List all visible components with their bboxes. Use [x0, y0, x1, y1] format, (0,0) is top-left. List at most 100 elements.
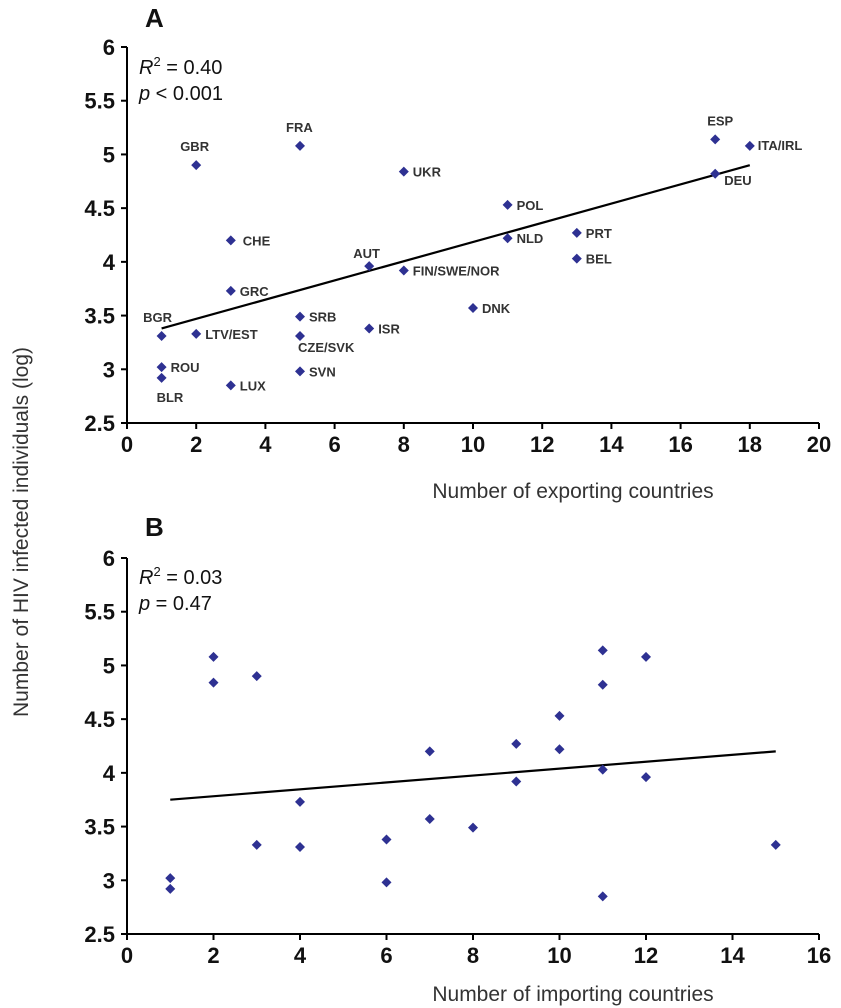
point-label-dnk: DNK	[482, 301, 511, 316]
data-point	[165, 873, 176, 884]
point-label-svn: SVN	[309, 364, 336, 379]
data-point	[511, 776, 522, 787]
data-point	[641, 772, 651, 783]
data-point	[571, 227, 582, 238]
x-tick-label: 12	[530, 432, 554, 457]
data-point	[597, 764, 608, 775]
data-point	[597, 679, 608, 690]
x-tick-label: 12	[634, 943, 658, 968]
x-tick-label: 16	[807, 943, 831, 968]
data-point	[597, 891, 608, 902]
data-point	[295, 841, 305, 852]
data-point	[165, 883, 176, 894]
point-label-lux: LUX	[240, 378, 266, 393]
data-point	[554, 744, 565, 755]
data-point	[744, 140, 755, 151]
point-label-rou: ROU	[171, 360, 200, 375]
r-squared-stat: R2 = 0.03	[139, 564, 222, 589]
data-point	[571, 253, 582, 264]
data-point	[295, 311, 305, 322]
x-tick-label: 2	[207, 943, 219, 968]
x-tick-label: 0	[121, 432, 133, 457]
point-label-che: CHE	[243, 233, 271, 248]
x-tick-label: 10	[547, 943, 571, 968]
point-label-ita-irl: ITA/IRL	[758, 138, 803, 153]
data-point	[770, 839, 781, 850]
regression-line	[161, 164, 751, 330]
x-tick-label: 10	[461, 432, 485, 457]
point-label-isr: ISR	[378, 321, 400, 336]
regression-line	[170, 750, 776, 801]
panel-a-chart: A 2.5 3 3.5 4 4.5 5 5.5 6 0 2 4 6 8 10 12 14 16 18 20 Number…	[84, 3, 831, 503]
data-point	[225, 285, 236, 296]
data-point	[468, 303, 478, 314]
x-tick-label: 8	[467, 943, 479, 968]
y-tick-label: 6	[103, 546, 115, 571]
point-label-nld: NLD	[517, 231, 544, 246]
x-axis-title: Number of exporting countries	[432, 480, 713, 503]
y-tick-label: 4	[103, 761, 116, 786]
data-point	[398, 166, 409, 177]
point-label-esp: ESP	[707, 113, 733, 128]
data-point	[208, 651, 219, 662]
data-point	[295, 140, 305, 151]
x-tick-label: 14	[599, 432, 624, 457]
x-tick-label: 0	[121, 943, 133, 968]
y-tick-label: 5.5	[84, 600, 115, 625]
data-point	[597, 645, 608, 656]
x-tick-label: 14	[720, 943, 745, 968]
y-tick-label: 2.5	[84, 411, 115, 436]
y-tick-label: 4.5	[84, 707, 115, 732]
data-point	[295, 330, 305, 341]
data-point	[502, 233, 513, 244]
point-label-grc: GRC	[240, 284, 269, 299]
data-point	[295, 796, 305, 807]
y-tick-label: 6	[103, 35, 115, 60]
data-point	[424, 746, 435, 757]
x-tick-label: 16	[668, 432, 692, 457]
y-tick-label: 5	[103, 142, 115, 167]
point-label-aut: AUT	[353, 246, 380, 261]
x-tick-label: 4	[294, 943, 307, 968]
panel-letter-b: B	[145, 512, 164, 542]
data-point	[710, 168, 721, 179]
data-point	[251, 839, 262, 850]
x-axis-title: Number of importing countries	[432, 983, 713, 1006]
point-label-blr: BLR	[157, 390, 184, 405]
data-point	[641, 651, 651, 662]
data-point	[502, 199, 513, 210]
x-tick-label: 8	[398, 432, 410, 457]
data-point	[156, 330, 167, 341]
point-label-fra: FRA	[286, 120, 313, 135]
y-tick-label: 3.5	[84, 815, 115, 840]
y-tick-label: 4.5	[84, 196, 115, 221]
shared-y-axis-title: Number of HIV infected individuals (log)	[10, 347, 33, 717]
point-label-prt: PRT	[586, 226, 612, 241]
data-point	[364, 261, 375, 272]
point-label-ukr: UKR	[413, 165, 442, 180]
x-tick-label: 18	[738, 432, 762, 457]
p-value-stat: p = 0.47	[138, 593, 212, 615]
x-tick-label: 20	[807, 432, 831, 457]
panel-b-chart: B 2.5 3 3.5 4 4.5 5 5.5 6 0 2 4 6 8 10 12 14 16 Number of …	[84, 512, 831, 1006]
point-label-pol: POL	[517, 198, 544, 213]
data-point	[225, 235, 236, 246]
point-label-gbr: GBR	[180, 139, 210, 154]
p-value-stat: p < 0.001	[138, 83, 223, 105]
y-tick-label: 3.5	[84, 304, 115, 329]
x-tick-label: 4	[259, 432, 272, 457]
data-point	[295, 366, 305, 377]
data-point	[398, 265, 409, 276]
data-point	[424, 814, 435, 825]
x-tick-label: 6	[328, 432, 340, 457]
y-tick-label: 5	[103, 653, 115, 678]
data-point	[156, 372, 167, 383]
point-label-fin-swe-nor: FIN/SWE/NOR	[413, 263, 500, 278]
point-label-deu: DEU	[724, 173, 751, 188]
y-tick-label: 4	[103, 250, 116, 275]
data-point	[225, 380, 236, 391]
point-label-ltv-est: LTV/EST	[205, 327, 258, 342]
x-tick-label: 6	[380, 943, 392, 968]
data-point	[156, 362, 167, 373]
